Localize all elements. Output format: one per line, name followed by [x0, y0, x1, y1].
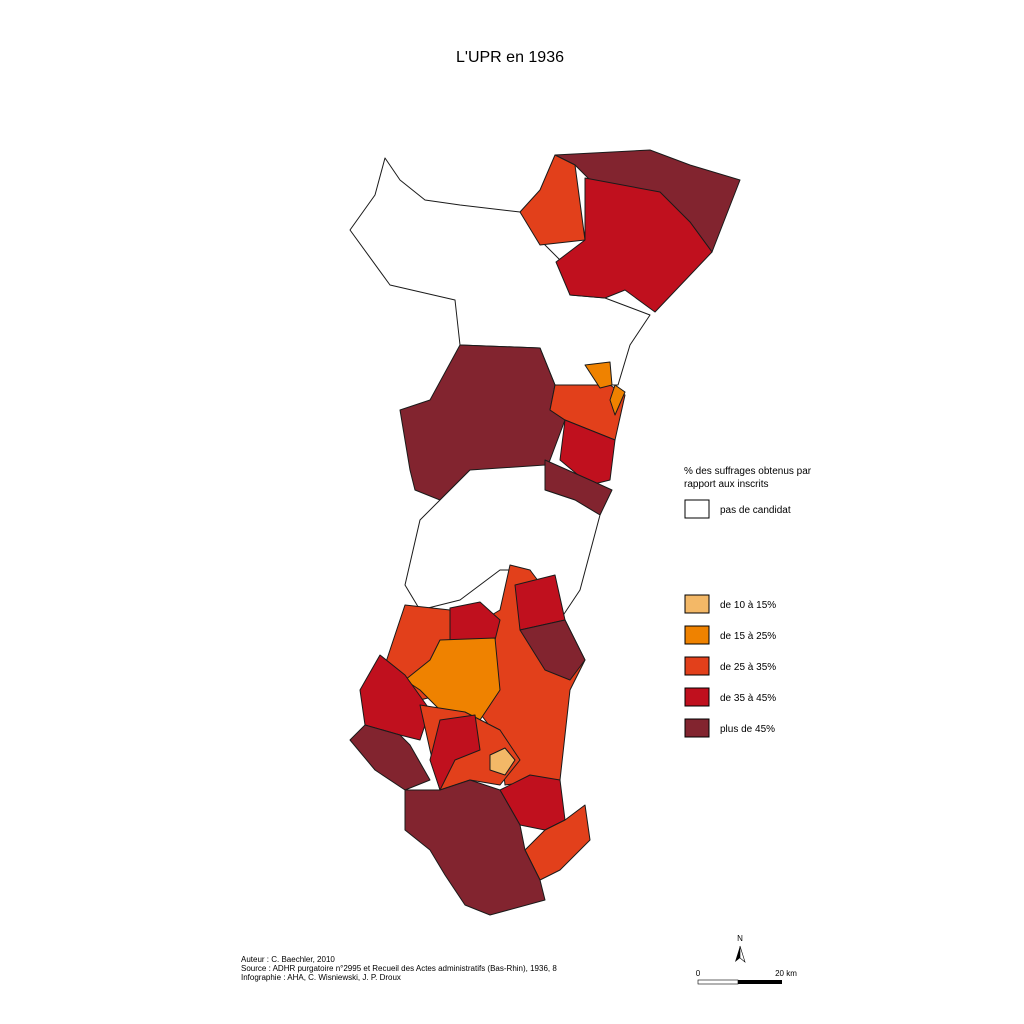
region [349, 724, 431, 791]
legend-swatch [684, 625, 710, 645]
legend-swatch [684, 594, 710, 614]
legend-label: de 10 à 15% [720, 600, 776, 611]
legend-title: rapport aux inscrits [684, 479, 768, 490]
scale: N 0 20 km [696, 934, 797, 985]
credit-line: Source : ADHR purgatoire n°2995 et Recue… [241, 964, 557, 973]
legend-label: pas de candidat [720, 505, 791, 516]
legend-label: de 15 à 25% [720, 631, 776, 642]
legend-swatch [684, 656, 710, 676]
legend-swatch [684, 718, 710, 738]
region [609, 384, 626, 416]
region [489, 747, 516, 776]
region [555, 177, 713, 313]
region [404, 779, 546, 916]
scale-bar [697, 979, 739, 985]
legend-label: plus de 45% [720, 724, 775, 735]
legend-swatch [684, 687, 710, 707]
legend-label: de 25 à 35% [720, 662, 776, 673]
region [429, 714, 481, 791]
region [519, 154, 586, 246]
credit-line: Infographie : AHA, C. Wisniewski, J. P. … [241, 973, 401, 982]
region [349, 157, 651, 386]
scale-start: 0 [696, 969, 701, 978]
legend-title: % des suffrages obtenus par [684, 466, 812, 477]
north-arrow [739, 945, 746, 963]
north-label: N [737, 934, 743, 943]
north-arrow [735, 946, 740, 962]
credit-line: Auteur : C. Baechler, 2010 [241, 955, 335, 964]
map-regions [349, 149, 741, 916]
region [584, 361, 613, 389]
region [519, 619, 586, 681]
legend: % des suffrages obtenus par rapport aux i… [684, 466, 812, 738]
scale-bar [738, 980, 782, 984]
legend-label: de 35 à 45% [720, 693, 776, 704]
region [559, 419, 616, 486]
map-title: L'UPR en 1936 [456, 49, 564, 66]
region [359, 654, 431, 741]
legend-swatch [684, 499, 710, 519]
region [449, 601, 501, 641]
scale-end: 20 km [775, 969, 797, 978]
